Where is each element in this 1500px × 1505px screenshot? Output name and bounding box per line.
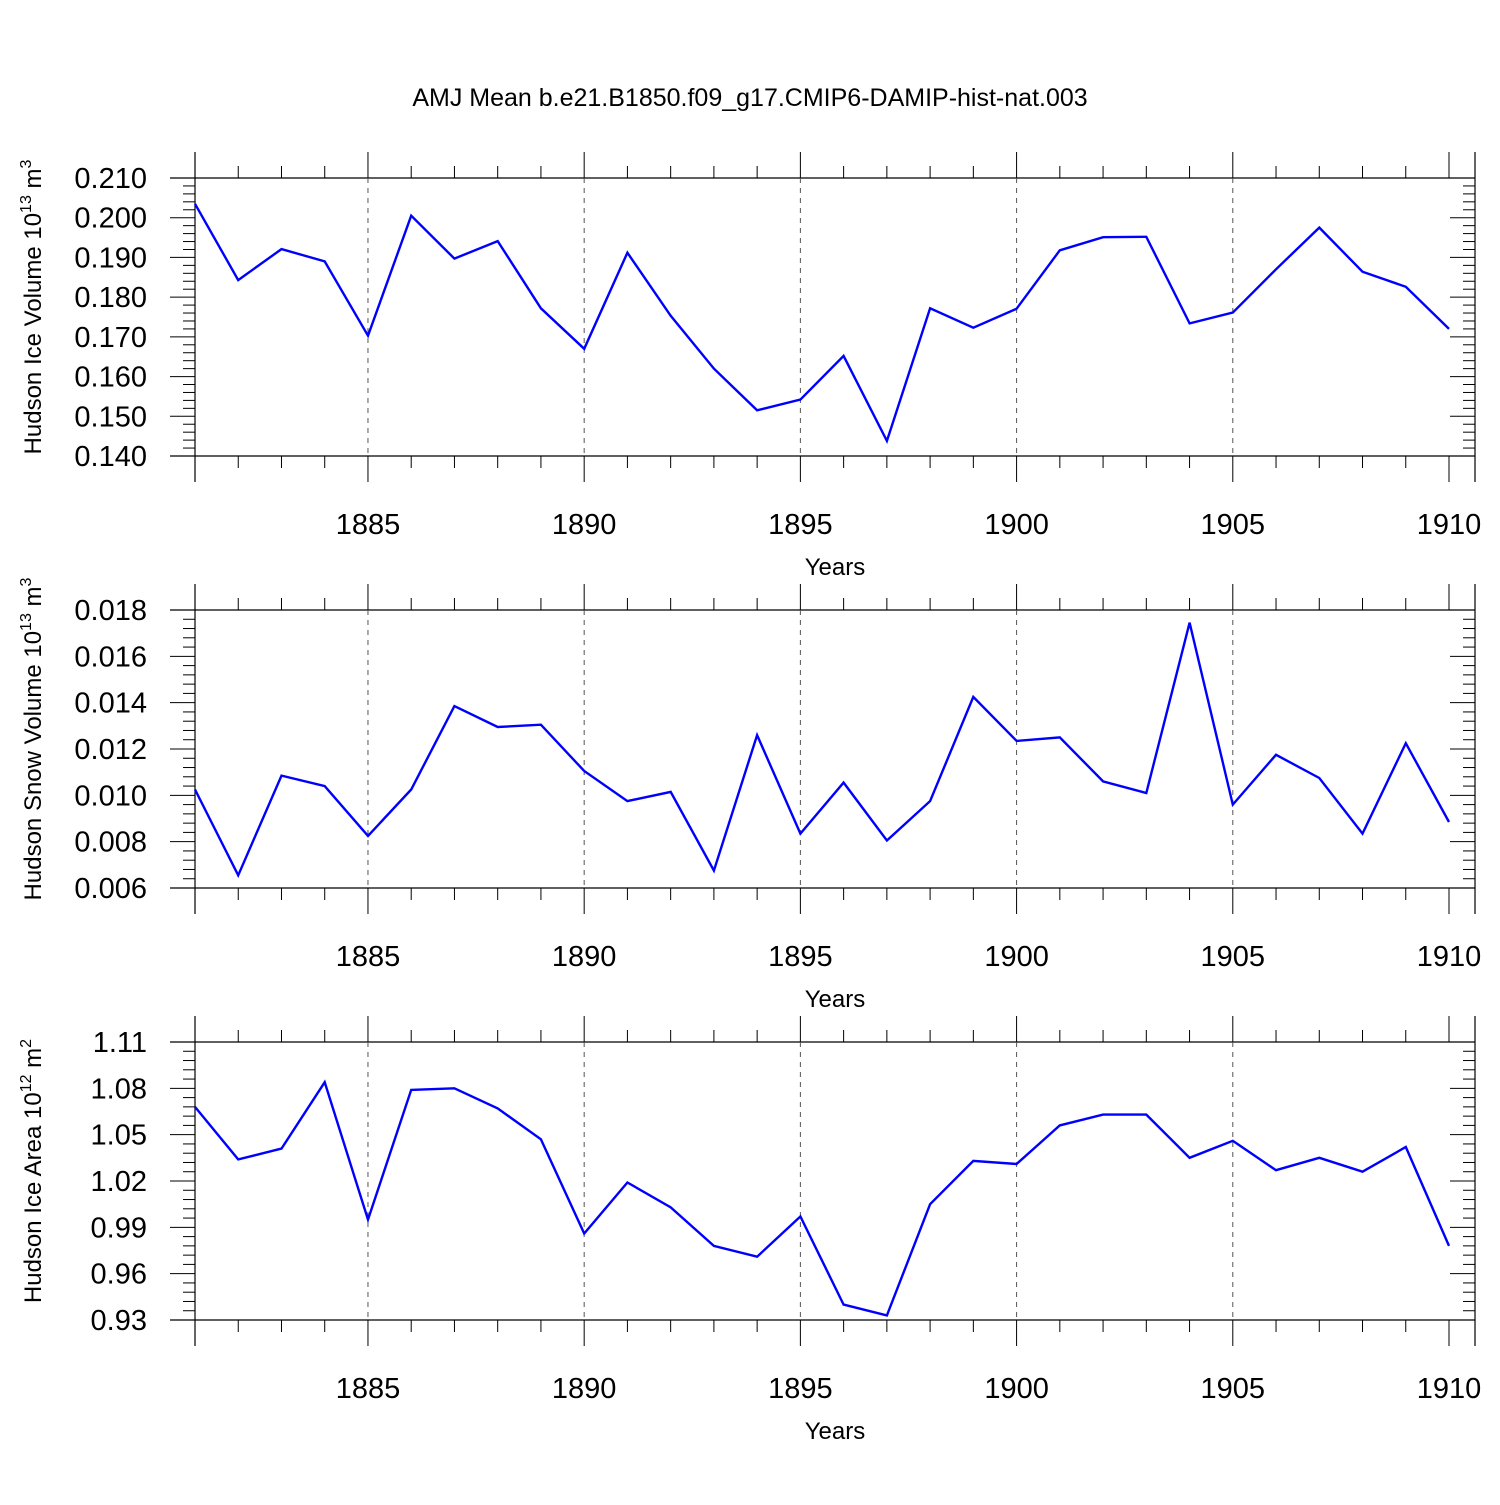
x-tick-label: 1895 <box>768 509 833 541</box>
x-tick-label: 1910 <box>1417 1373 1482 1405</box>
y-tick-label: 0.012 <box>74 734 147 766</box>
y-tick-label: 0.210 <box>74 163 147 195</box>
chart-panel-2: 1885 1890 1895 1900 1905 1910 0.018 0.016 0.014 0… <box>18 577 1481 1013</box>
x-tick-label: 1890 <box>552 509 617 541</box>
y-tick-label: 1.08 <box>91 1073 147 1105</box>
x-axis-label: Years <box>805 986 866 1013</box>
chart-panel-3: 1885 1890 1895 1900 1905 1910 1.11 1.08 1.05 1.02… <box>18 1016 1481 1445</box>
series-line <box>194 1079 1451 1317</box>
x-tick-label: 1905 <box>1201 509 1266 541</box>
y-axis-label: Hudson Snow Volume 1013 m3 <box>18 577 47 900</box>
y-tick-label: 0.008 <box>74 827 147 859</box>
y-tick-label: 0.014 <box>74 688 147 720</box>
x-tick-label: 1900 <box>984 1373 1049 1405</box>
y-tick-label: 0.150 <box>74 401 147 433</box>
y-tick-label: 0.170 <box>74 322 147 354</box>
x-tick-label: 1885 <box>336 941 401 973</box>
y-tick-label: 1.05 <box>91 1120 147 1152</box>
x-tick-label: 1890 <box>552 1373 617 1405</box>
x-axis-label: Years <box>805 554 866 581</box>
y-tick-label: 0.180 <box>74 282 147 314</box>
x-tick-label: 1905 <box>1201 941 1266 973</box>
y-tick-label: 0.010 <box>74 780 147 812</box>
y-tick-label: 0.160 <box>74 362 147 394</box>
y-tick-label: 0.018 <box>74 595 147 627</box>
x-tick-label: 1900 <box>984 941 1049 973</box>
series-line <box>193 622 1451 879</box>
y-tick-label: 0.140 <box>74 441 147 473</box>
y-tick-label: 0.016 <box>74 641 147 673</box>
x-tick-label: 1905 <box>1201 1373 1266 1405</box>
y-tick-label: 0.200 <box>74 203 147 235</box>
x-tick-label: 1890 <box>552 941 617 973</box>
x-tick-label: 1910 <box>1417 509 1482 541</box>
x-axis-label: Years <box>805 1418 866 1445</box>
y-axis-label: Hudson Ice Area 1012 m2 <box>18 1039 47 1303</box>
y-tick-label: 0.96 <box>91 1259 147 1291</box>
y-tick-label: 0.190 <box>74 242 147 274</box>
y-axis-label: Hudson Ice Volume 1013 m3 <box>18 159 47 454</box>
y-tick-label: 0.93 <box>91 1305 147 1337</box>
y-tick-label: 0.006 <box>74 873 147 905</box>
x-tick-label: 1885 <box>336 509 401 541</box>
y-tick-label: 0.99 <box>91 1212 147 1244</box>
x-tick-label: 1910 <box>1417 941 1482 973</box>
y-tick-label: 1.02 <box>91 1166 147 1198</box>
chart-panel-1: 1885 1890 1895 1900 1905 1910 0.210 0.200 0.190 0… <box>18 152 1481 581</box>
series-line <box>193 203 1450 445</box>
y-tick-label: 1.11 <box>93 1027 147 1059</box>
x-tick-label: 1895 <box>768 1373 833 1405</box>
x-tick-label: 1885 <box>336 1373 401 1405</box>
x-tick-label: 1900 <box>984 509 1049 541</box>
chart-title: AMJ Mean b.e21.B1850.f09_g17.CMIP6-DAMIP… <box>412 84 1087 112</box>
x-tick-label: 1895 <box>768 941 833 973</box>
